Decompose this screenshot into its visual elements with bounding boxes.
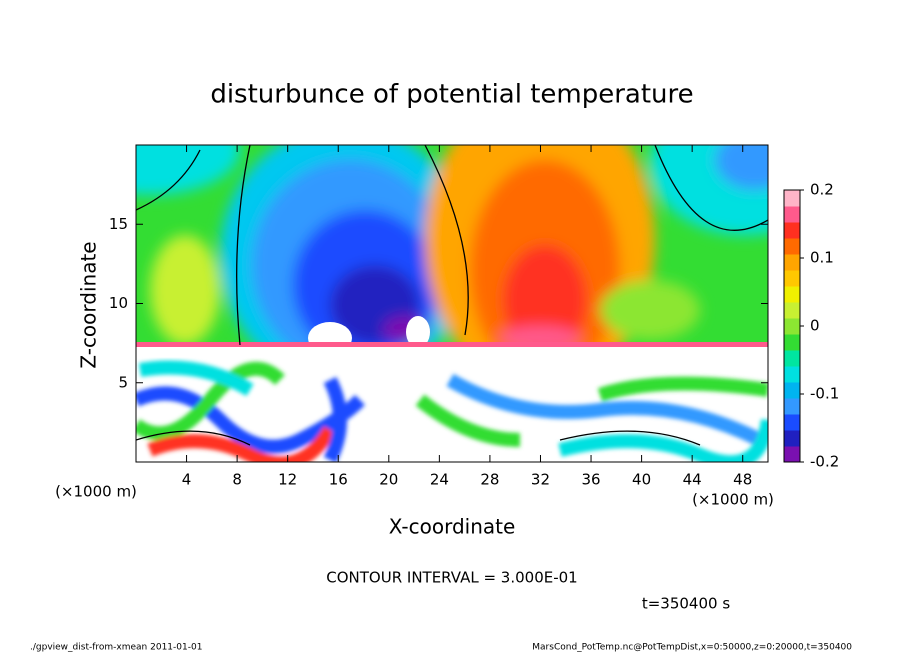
colorbar-level (784, 366, 800, 383)
x-tick-label: 36 (581, 471, 600, 489)
annotation: CONTOUR INTERVAL = 3.000E-01 (326, 569, 577, 587)
colorbar-level (784, 302, 800, 319)
colorbar-level (784, 270, 800, 287)
colorbar-level (784, 414, 800, 431)
y-tick-label: 5 (118, 373, 128, 391)
colorbar-tick-label: 0 (810, 317, 820, 335)
colorbar-tick-label: 0.2 (810, 181, 834, 199)
x-unit: (×1000 m) (692, 491, 774, 509)
colorbar-level (784, 398, 800, 415)
y-tick-label: 10 (109, 294, 128, 312)
chart-title: disturbunce of potential temperature (210, 80, 693, 110)
colorbar-level (784, 190, 800, 207)
x-axis-label: X-coordinate (389, 515, 516, 539)
x-tick-label: 40 (632, 471, 651, 489)
colorbar-level (784, 318, 800, 335)
colorbar-level (784, 286, 800, 303)
footer-left: ./gpview_dist-from-xmean 2011-01-01 (30, 643, 202, 653)
x-tick-label: 8 (232, 471, 242, 489)
x-tick-label: 20 (379, 471, 398, 489)
x-tick-label: 32 (531, 471, 550, 489)
field (136, 145, 768, 462)
colorbar-tick-label: -0.2 (810, 453, 839, 471)
colorbar-level (784, 222, 800, 239)
x-tick-label: 12 (278, 471, 297, 489)
y-tick-label: 15 (109, 215, 128, 233)
time-label: t=350400 s (642, 595, 730, 613)
colorbar-level (784, 382, 800, 399)
x-tick-label: 24 (430, 471, 449, 489)
colorbar-level (784, 254, 800, 271)
footer-right: MarsCond_PotTemp.nc@PotTempDist,x=0:5000… (532, 643, 852, 653)
x-tick-label: 16 (329, 471, 348, 489)
colorbar-tick-label: -0.1 (810, 385, 839, 403)
colorbar-level (784, 430, 800, 447)
x-tick-label: 4 (182, 471, 192, 489)
colorbar-tick-label: 0.1 (810, 249, 834, 267)
y-axis-label: Z-coordinate (77, 241, 101, 368)
colorbar-level (784, 206, 800, 223)
colorbar-level (784, 350, 800, 367)
x-tick-label: 28 (480, 471, 499, 489)
x-tick-label: 48 (733, 471, 752, 489)
y-unit: (×1000 m) (55, 483, 137, 501)
colorbar-level (784, 238, 800, 255)
colorbar-level (784, 446, 800, 463)
colorbar-level (784, 334, 800, 351)
x-tick-label: 44 (683, 471, 702, 489)
